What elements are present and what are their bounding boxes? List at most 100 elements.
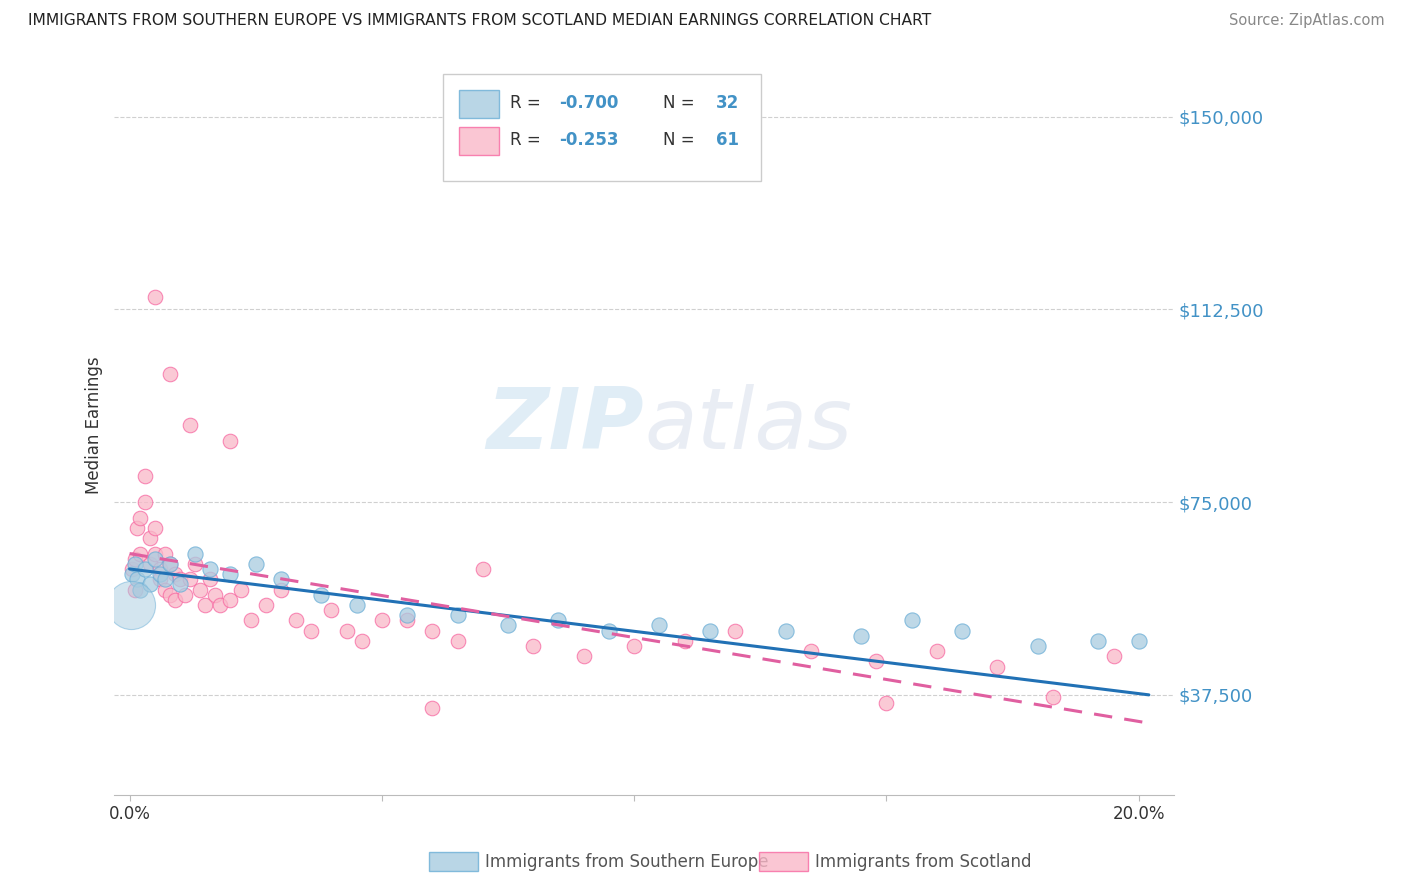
Point bbox=[1042, 690, 1064, 705]
Point bbox=[925, 644, 948, 658]
Point bbox=[219, 567, 242, 582]
Point bbox=[299, 624, 322, 638]
Y-axis label: Median Earnings: Median Earnings bbox=[86, 356, 103, 494]
Text: R =: R = bbox=[509, 131, 546, 149]
Text: atlas: atlas bbox=[644, 384, 852, 467]
Point bbox=[471, 562, 494, 576]
Point bbox=[128, 510, 150, 524]
Point bbox=[143, 551, 166, 566]
Point bbox=[163, 592, 186, 607]
Point bbox=[138, 577, 160, 591]
Point bbox=[851, 629, 873, 643]
Text: Source: ZipAtlas.com: Source: ZipAtlas.com bbox=[1229, 13, 1385, 29]
Point bbox=[188, 582, 211, 597]
Point bbox=[179, 572, 201, 586]
Point bbox=[346, 598, 368, 612]
Point bbox=[350, 634, 373, 648]
Point bbox=[138, 531, 160, 545]
Text: Immigrants from Southern Europe: Immigrants from Southern Europe bbox=[485, 853, 769, 871]
Point bbox=[149, 567, 172, 582]
Point bbox=[209, 598, 232, 612]
Text: -0.253: -0.253 bbox=[560, 131, 619, 149]
Point bbox=[572, 649, 595, 664]
Point bbox=[200, 562, 222, 576]
Point bbox=[396, 608, 419, 623]
Point bbox=[127, 521, 149, 535]
Point bbox=[800, 644, 823, 658]
Point bbox=[598, 624, 620, 638]
Point bbox=[648, 618, 671, 632]
Point bbox=[153, 572, 176, 586]
Point bbox=[184, 557, 207, 571]
Point bbox=[169, 577, 191, 591]
Point bbox=[335, 624, 357, 638]
Point bbox=[134, 562, 156, 576]
Point bbox=[134, 469, 156, 483]
Point bbox=[124, 557, 146, 571]
Point bbox=[950, 624, 973, 638]
Bar bbox=[458, 90, 499, 118]
Point bbox=[204, 588, 226, 602]
Point bbox=[229, 582, 252, 597]
Point bbox=[321, 603, 343, 617]
Point bbox=[143, 547, 166, 561]
Point bbox=[396, 613, 419, 627]
FancyBboxPatch shape bbox=[443, 74, 761, 181]
Point bbox=[169, 572, 191, 586]
Point bbox=[420, 700, 443, 714]
Point bbox=[1128, 634, 1150, 648]
Text: IMMIGRANTS FROM SOUTHERN EUROPE VS IMMIGRANTS FROM SCOTLAND MEDIAN EARNINGS CORR: IMMIGRANTS FROM SOUTHERN EUROPE VS IMMIG… bbox=[28, 13, 931, 29]
Text: R =: R = bbox=[509, 95, 546, 112]
Point bbox=[159, 588, 181, 602]
Point bbox=[149, 562, 172, 576]
Point bbox=[149, 572, 172, 586]
Text: Immigrants from Scotland: Immigrants from Scotland bbox=[815, 853, 1032, 871]
Point bbox=[371, 613, 394, 627]
Point bbox=[128, 582, 150, 597]
Point bbox=[153, 582, 176, 597]
Point bbox=[285, 613, 308, 627]
Point bbox=[446, 634, 468, 648]
Bar bbox=[458, 127, 499, 155]
Point bbox=[496, 618, 519, 632]
Point bbox=[270, 582, 292, 597]
Point bbox=[1026, 639, 1049, 653]
Text: N =: N = bbox=[664, 95, 700, 112]
Point bbox=[179, 418, 201, 433]
Point bbox=[986, 659, 1008, 673]
Point bbox=[875, 696, 897, 710]
Point bbox=[219, 592, 242, 607]
Point bbox=[184, 547, 207, 561]
Point bbox=[254, 598, 277, 612]
Point bbox=[673, 634, 696, 648]
Point bbox=[128, 547, 150, 561]
Point bbox=[200, 572, 222, 586]
Point bbox=[446, 608, 468, 623]
Point bbox=[163, 567, 186, 582]
Point bbox=[159, 557, 181, 571]
Point bbox=[143, 521, 166, 535]
Point bbox=[159, 367, 181, 381]
Point bbox=[1102, 649, 1125, 664]
Point bbox=[194, 598, 217, 612]
Text: N =: N = bbox=[664, 131, 700, 149]
Point bbox=[159, 557, 181, 571]
Point bbox=[865, 655, 887, 669]
Point bbox=[174, 588, 197, 602]
Point bbox=[134, 495, 156, 509]
Text: 32: 32 bbox=[716, 95, 740, 112]
Point bbox=[121, 567, 143, 582]
Point bbox=[311, 588, 333, 602]
Point bbox=[239, 613, 262, 627]
Point bbox=[522, 639, 544, 653]
Point bbox=[120, 598, 142, 612]
Point bbox=[420, 624, 443, 638]
Point bbox=[245, 557, 267, 571]
Point bbox=[699, 624, 721, 638]
Point bbox=[138, 557, 160, 571]
Point bbox=[270, 572, 292, 586]
Point bbox=[124, 582, 146, 597]
Point bbox=[547, 613, 569, 627]
Point bbox=[219, 434, 242, 448]
Point bbox=[775, 624, 797, 638]
